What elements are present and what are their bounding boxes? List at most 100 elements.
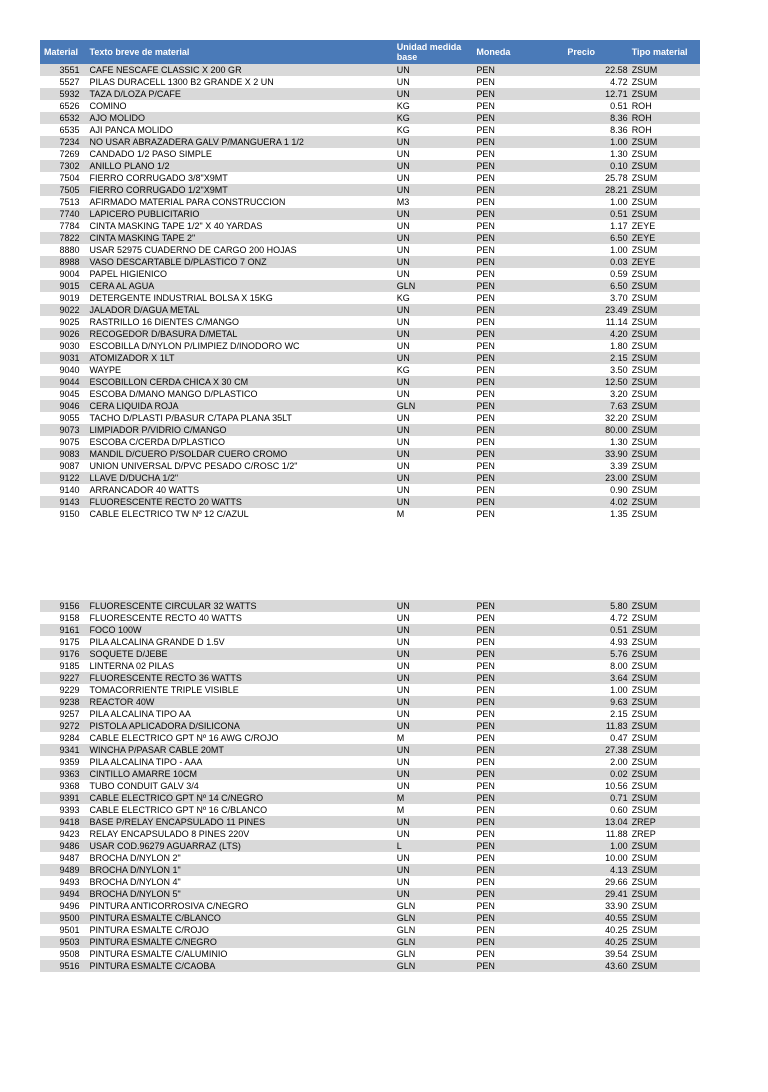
cell-precio: 33.90	[563, 448, 631, 460]
table-row: 9501PINTURA ESMALTE C/ROJOGLNPEN40.25ZSU…	[40, 924, 700, 936]
cell-material: 9257	[40, 708, 86, 720]
table-row: 9122LLAVE D/DUCHA 1/2"UNPEN23.00ZSUM	[40, 472, 700, 484]
cell-desc: VASO DESCARTABLE D/PLASTICO 7 ONZ	[86, 256, 393, 268]
cell-precio: 10.56	[563, 780, 631, 792]
cell-tipo: ZSUM	[632, 780, 700, 792]
cell-tipo: ZSUM	[632, 936, 700, 948]
cell-moneda: PEN	[472, 744, 563, 756]
table-row: 9026RECOGEDOR D/BASURA D/METALUNPEN4.20Z…	[40, 328, 700, 340]
cell-precio: 22.58	[563, 64, 631, 76]
cell-material: 9045	[40, 388, 86, 400]
cell-um: M	[393, 508, 473, 520]
cell-precio: 5.80	[563, 600, 631, 612]
cell-moneda: PEN	[472, 828, 563, 840]
cell-um: UN	[393, 220, 473, 232]
table-row: 9486USAR COD.96279 AGUARRAZ (LTS)LPEN1.0…	[40, 840, 700, 852]
cell-um: UN	[393, 244, 473, 256]
table-row: 7269CANDADO 1/2 PASO SIMPLEUNPEN1.30ZSUM	[40, 148, 700, 160]
cell-precio: 29.66	[563, 876, 631, 888]
cell-um: UN	[393, 720, 473, 732]
cell-material: 6526	[40, 100, 86, 112]
cell-precio: 8.36	[563, 112, 631, 124]
table-row: 7513AFIRMADO MATERIAL PARA CONSTRUCCIONM…	[40, 196, 700, 208]
cell-tipo: ZSUM	[632, 280, 700, 292]
cell-um: UN	[393, 136, 473, 148]
cell-material: 9022	[40, 304, 86, 316]
cell-tipo: ZEYE	[632, 220, 700, 232]
cell-moneda: PEN	[472, 732, 563, 744]
cell-um: M	[393, 804, 473, 816]
cell-moneda: PEN	[472, 720, 563, 732]
cell-material: 7505	[40, 184, 86, 196]
cell-material: 9391	[40, 792, 86, 804]
cell-desc: JALADOR D/AGUA METAL	[86, 304, 393, 316]
table-row: 7784CINTA MASKING TAPE 1/2" X 40 YARDASU…	[40, 220, 700, 232]
cell-material: 9503	[40, 936, 86, 948]
cell-desc: BROCHA D/NYLON 5"	[86, 888, 393, 900]
cell-moneda: PEN	[472, 376, 563, 388]
cell-tipo: ZSUM	[632, 696, 700, 708]
cell-material: 9019	[40, 292, 86, 304]
cell-tipo: ZSUM	[632, 864, 700, 876]
cell-moneda: PEN	[472, 280, 563, 292]
cell-desc: CINTILLO AMARRE 10CM	[86, 768, 393, 780]
cell-desc: CINTA MASKING TAPE 1/2" X 40 YARDAS	[86, 220, 393, 232]
cell-um: UN	[393, 496, 473, 508]
table-row: 9272PISTOLA APLICADORA D/SILICONAUNPEN11…	[40, 720, 700, 732]
cell-moneda: PEN	[472, 948, 563, 960]
cell-tipo: ZSUM	[632, 76, 700, 88]
cell-material: 9046	[40, 400, 86, 412]
table-row: 9156FLUORESCENTE CIRCULAR 32 WATTSUNPEN5…	[40, 600, 700, 612]
cell-material: 9272	[40, 720, 86, 732]
cell-desc: TACHO D/PLASTI P/BASUR C/TAPA PLANA 35LT	[86, 412, 393, 424]
cell-desc: RECOGEDOR D/BASURA D/METAL	[86, 328, 393, 340]
cell-desc: LAPICERO PUBLICITARIO	[86, 208, 393, 220]
cell-precio: 0.02	[563, 768, 631, 780]
cell-um: UN	[393, 660, 473, 672]
table-row: 9073LIMPIADOR P/VIDRIO C/MANGOUNPEN80.00…	[40, 424, 700, 436]
cell-moneda: PEN	[472, 612, 563, 624]
cell-desc: PINTURA ESMALTE C/BLANCO	[86, 912, 393, 924]
cell-desc: FLUORESCENTE CIRCULAR 32 WATTS	[86, 600, 393, 612]
cell-tipo: ZSUM	[632, 720, 700, 732]
cell-tipo: ZSUM	[632, 876, 700, 888]
cell-precio: 1.00	[563, 244, 631, 256]
table-row: 8880USAR 52975 CUADERNO DE CARGO 200 HOJ…	[40, 244, 700, 256]
cell-moneda: PEN	[472, 508, 563, 520]
cell-um: UN	[393, 88, 473, 100]
table-row: 9031ATOMIZADOR X 1LTUNPEN2.15ZSUM	[40, 352, 700, 364]
cell-precio: 9.63	[563, 696, 631, 708]
table-row: 7302ANILLO PLANO 1/2UNPEN0.10ZSUM	[40, 160, 700, 172]
cell-um: GLN	[393, 960, 473, 972]
cell-um: UN	[393, 304, 473, 316]
cell-precio: 0.71	[563, 792, 631, 804]
cell-um: M	[393, 792, 473, 804]
cell-precio: 40.55	[563, 912, 631, 924]
cell-material: 8988	[40, 256, 86, 268]
cell-desc: FIERRO CORRUGADO 3/8"X9MT	[86, 172, 393, 184]
cell-material: 9359	[40, 756, 86, 768]
cell-precio: 0.59	[563, 268, 631, 280]
cell-tipo: ZSUM	[632, 244, 700, 256]
cell-desc: WINCHA P/PASAR CABLE 20MT	[86, 744, 393, 756]
cell-um: UN	[393, 472, 473, 484]
cell-precio: 39.54	[563, 948, 631, 960]
table-row: 3551CAFE NESCAFE CLASSIC X 200 GRUNPEN22…	[40, 64, 700, 76]
cell-moneda: PEN	[472, 244, 563, 256]
cell-um: UN	[393, 780, 473, 792]
cell-um: GLN	[393, 948, 473, 960]
cell-moneda: PEN	[472, 448, 563, 460]
cell-tipo: ZSUM	[632, 448, 700, 460]
cell-tipo: ZSUM	[632, 484, 700, 496]
table-row: 9496PINTURA ANTICORROSIVA C/NEGROGLNPEN3…	[40, 900, 700, 912]
cell-material: 9161	[40, 624, 86, 636]
table-row: 9150CABLE ELECTRICO TW Nº 12 C/AZULMPEN1…	[40, 508, 700, 520]
cell-um: UN	[393, 148, 473, 160]
cell-tipo: ZSUM	[632, 744, 700, 756]
cell-precio: 4.20	[563, 328, 631, 340]
cell-material: 9176	[40, 648, 86, 660]
cell-moneda: PEN	[472, 684, 563, 696]
cell-material: 9494	[40, 888, 86, 900]
cell-um: UN	[393, 708, 473, 720]
cell-tipo: ZREP	[632, 816, 700, 828]
